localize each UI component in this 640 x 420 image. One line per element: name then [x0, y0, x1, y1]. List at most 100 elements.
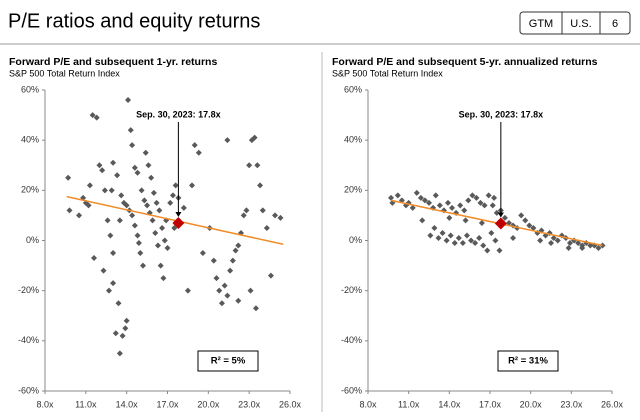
r-squared-box: [497, 350, 559, 372]
point: [548, 240, 554, 247]
point: [431, 224, 438, 231]
r-squared-label: R² = 31%: [508, 356, 548, 367]
point: [110, 280, 117, 287]
point: [252, 305, 259, 312]
x-tick-label: 26.0x: [279, 399, 302, 409]
y-tick-label: -60%: [341, 385, 362, 395]
point: [216, 287, 223, 294]
point: [229, 257, 236, 264]
point: [149, 217, 156, 224]
x-tick-label: 23.0x: [560, 399, 583, 409]
point: [254, 162, 261, 169]
point: [169, 192, 176, 199]
point: [119, 332, 126, 339]
point: [224, 137, 231, 144]
point: [432, 192, 439, 199]
point: [76, 212, 83, 219]
point: [153, 199, 160, 206]
point: [157, 262, 164, 269]
annotation: Sep. 30, 2023: 17.8x: [459, 109, 544, 119]
point: [468, 237, 475, 244]
point: [435, 234, 442, 241]
point: [86, 182, 93, 189]
point: [565, 245, 572, 252]
highlight-point: [494, 217, 507, 230]
point: [493, 209, 500, 216]
point: [489, 202, 496, 209]
point: [449, 204, 456, 211]
point: [465, 197, 472, 204]
point: [409, 204, 416, 211]
point: [138, 187, 145, 194]
point: [501, 214, 508, 221]
point: [141, 197, 148, 204]
point: [110, 159, 117, 166]
point: [137, 250, 144, 257]
point: [142, 149, 149, 156]
point: [180, 204, 187, 211]
point: [123, 317, 130, 324]
point: [118, 192, 125, 199]
y-tick-label: -40%: [341, 335, 362, 345]
y-tick-label: -60%: [18, 385, 39, 395]
y-tick-label: 0%: [349, 235, 362, 245]
point: [510, 234, 517, 241]
x-tick-label: 17.0x: [156, 399, 179, 409]
point: [459, 240, 466, 247]
chart-subtitle: S&P 500 Total Return Index: [332, 68, 443, 78]
point: [66, 207, 73, 214]
point: [478, 219, 485, 226]
y-tick-label: 40%: [344, 135, 362, 145]
point: [148, 174, 155, 181]
point: [150, 189, 157, 196]
point: [210, 257, 217, 264]
point: [518, 212, 525, 219]
point: [100, 267, 107, 274]
point: [272, 212, 279, 219]
point: [224, 292, 231, 299]
point: [485, 192, 492, 199]
point: [505, 219, 512, 226]
point: [134, 169, 141, 176]
point: [472, 240, 479, 247]
point: [104, 217, 111, 224]
point: [227, 267, 234, 274]
point: [439, 229, 446, 236]
point: [105, 287, 112, 294]
y-tick-label: -20%: [341, 285, 362, 295]
point: [263, 224, 270, 231]
point: [116, 217, 123, 224]
point: [135, 240, 142, 247]
x-tick-label: 26.0x: [601, 399, 624, 409]
point: [195, 149, 202, 156]
point: [232, 247, 239, 254]
point: [267, 272, 274, 279]
point: [184, 287, 191, 294]
point: [129, 142, 136, 149]
point: [131, 222, 138, 229]
point: [426, 199, 432, 206]
point: [566, 240, 573, 247]
point: [156, 207, 163, 214]
y-tick-label: 0%: [26, 235, 39, 245]
point: [91, 255, 97, 262]
point: [476, 234, 483, 241]
x-tick-label: 11.0x: [75, 399, 97, 409]
point: [469, 192, 476, 199]
annotation-arrowhead: [497, 212, 504, 218]
point: [101, 187, 108, 194]
point: [164, 245, 171, 252]
point: [112, 330, 119, 337]
point: [491, 194, 498, 201]
y-tick-label: 20%: [21, 185, 39, 195]
point: [65, 174, 72, 181]
chart-title: Forward P/E and subsequent 5-yr. annuali…: [332, 56, 598, 68]
point: [427, 232, 434, 239]
point: [492, 237, 499, 244]
point: [587, 242, 594, 249]
point: [446, 214, 453, 221]
point: [417, 194, 424, 201]
point: [93, 114, 100, 121]
annotation-arrowhead: [175, 211, 182, 217]
point: [463, 232, 470, 239]
